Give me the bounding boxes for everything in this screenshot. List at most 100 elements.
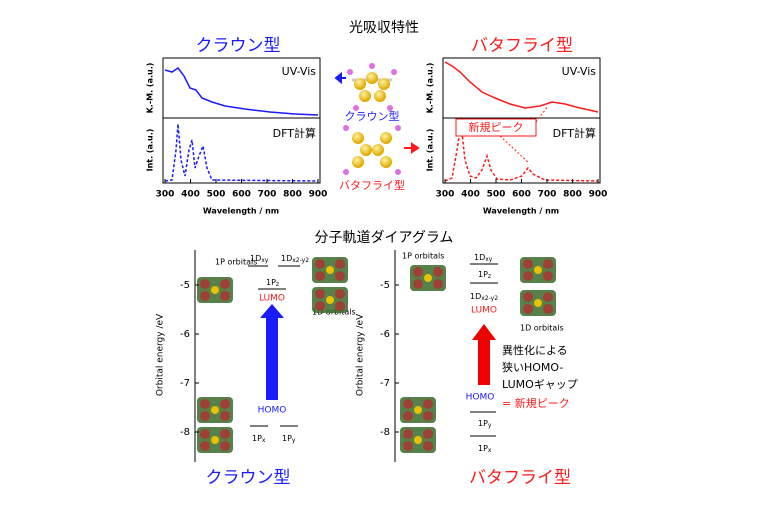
- left-diagram-title: クラウン型: [206, 468, 291, 488]
- label: 1P orbitals: [402, 252, 444, 261]
- label: 1D: [470, 292, 481, 301]
- orbital-lobe: [543, 304, 553, 314]
- orbital-lobe: [315, 301, 325, 311]
- right-lower-label: DFT計算: [553, 126, 596, 140]
- note-line: LUMOギャップ: [502, 378, 578, 391]
- label: xy: [261, 257, 269, 264]
- orbital-lobe: [220, 399, 230, 409]
- label: 1P: [266, 278, 276, 287]
- left-axis-label: Orbital energy /eV: [156, 313, 166, 396]
- y-tick-label: -6: [180, 329, 190, 340]
- x-tick-label: 500: [207, 190, 226, 200]
- homo-label: HOMO: [466, 393, 495, 403]
- orbital-core: [424, 274, 432, 282]
- label: 1P: [282, 434, 292, 443]
- label: 1Pz: [266, 278, 279, 288]
- annotation-pointer: [499, 135, 529, 163]
- orbital-lobe: [200, 399, 210, 409]
- label: 1Dxy: [250, 254, 269, 264]
- orbital-lobe: [543, 259, 553, 269]
- orbital-lobe: [315, 289, 325, 299]
- x-tick-label: 700: [538, 190, 557, 200]
- orbital-images: [197, 257, 556, 453]
- orbital-lobe: [423, 411, 433, 421]
- label: 1Dxy: [474, 253, 493, 263]
- y-tick-label: -5: [180, 280, 190, 291]
- right-xlabel: Wavelength / nm: [483, 207, 559, 216]
- lumo-label: LUMO: [259, 294, 285, 304]
- orbital-lobe: [523, 259, 533, 269]
- left-xlabel: Wavelength / nm: [203, 207, 279, 216]
- lumo-label: LUMO: [471, 306, 497, 316]
- right-axis-label: Orbital energy /eV: [356, 313, 366, 396]
- orbital-lobe: [220, 279, 230, 289]
- label: 1D: [474, 253, 485, 262]
- x-tick-label: 400: [461, 190, 480, 200]
- label: 1Px: [478, 444, 492, 454]
- orbital-core: [211, 406, 219, 414]
- gap-arrow: [472, 324, 496, 385]
- left-ylabel-upper: K.-M. (a.u.): [146, 63, 155, 114]
- orbital-lobe: [200, 291, 210, 301]
- orbital-lobe: [200, 441, 210, 451]
- y-tick-label: -6: [380, 329, 390, 340]
- label: xy: [485, 256, 493, 263]
- butterfly-arrow: [404, 142, 420, 154]
- orbital-lobe: [423, 429, 433, 439]
- label: 1D: [250, 254, 261, 263]
- label: 1Pz: [478, 270, 491, 280]
- label: y: [292, 437, 296, 444]
- x-tick-label: 800: [283, 190, 302, 200]
- orbital-lobe: [335, 301, 345, 311]
- label: x2-y2: [292, 257, 309, 264]
- orbital-lobe: [403, 441, 413, 451]
- label: 1Py: [282, 434, 296, 444]
- y-tick-label: -8: [380, 427, 390, 438]
- orbital-lobe: [200, 429, 210, 439]
- orbital-core: [534, 266, 542, 274]
- orbital-lobe: [220, 291, 230, 301]
- butterfly-molecule: [343, 125, 401, 175]
- orbital-lobe: [315, 259, 325, 269]
- x-tick-label: 500: [487, 190, 506, 200]
- right-dft-curve: [444, 123, 599, 182]
- orbital-lobe: [200, 279, 210, 289]
- x-tick-label: 600: [232, 190, 251, 200]
- orbital-lobe: [220, 429, 230, 439]
- x-tick-label: 300: [436, 190, 455, 200]
- annotation-pointer-2: [535, 105, 549, 123]
- orbital-lobe: [403, 399, 413, 409]
- left-upper-label: UV-Vis: [282, 65, 317, 78]
- label: 1P: [478, 419, 488, 428]
- left-uvvis-curve: [164, 66, 319, 116]
- label: z: [488, 273, 491, 280]
- left-dft-curve: [164, 123, 319, 182]
- orbital-core: [211, 436, 219, 444]
- label: z: [276, 281, 279, 288]
- label: y: [488, 422, 492, 429]
- orbital-lobe: [433, 279, 443, 289]
- right-uvvis-curve: [444, 61, 599, 113]
- note-line: 狭いHOMO-: [502, 361, 563, 374]
- gap-arrow: [260, 304, 284, 400]
- orbital-lobe: [523, 304, 533, 314]
- x-tick-label: 600: [512, 190, 531, 200]
- orbital-lobe: [220, 411, 230, 421]
- right-ylabel-lower: Int. (a.u.): [426, 129, 435, 172]
- label: 1D orbitals: [520, 324, 564, 333]
- right-diagram-title: バタフライ型: [469, 468, 571, 488]
- orbital-core: [211, 286, 219, 294]
- y-tick-label: -5: [380, 280, 390, 291]
- label: 1P: [252, 434, 262, 443]
- orbital-lobe: [543, 292, 553, 302]
- label: 1Dx2-y2: [470, 292, 498, 302]
- label: x: [488, 447, 492, 454]
- x-tick-label: 700: [258, 190, 277, 200]
- crown-arrow: [334, 71, 346, 85]
- label: 1P: [478, 444, 488, 453]
- orbital-lobe: [523, 271, 533, 281]
- orbital-lobe: [413, 279, 423, 289]
- x-tick-label: 900: [309, 190, 328, 200]
- label: 1Dx2-y2: [281, 254, 309, 264]
